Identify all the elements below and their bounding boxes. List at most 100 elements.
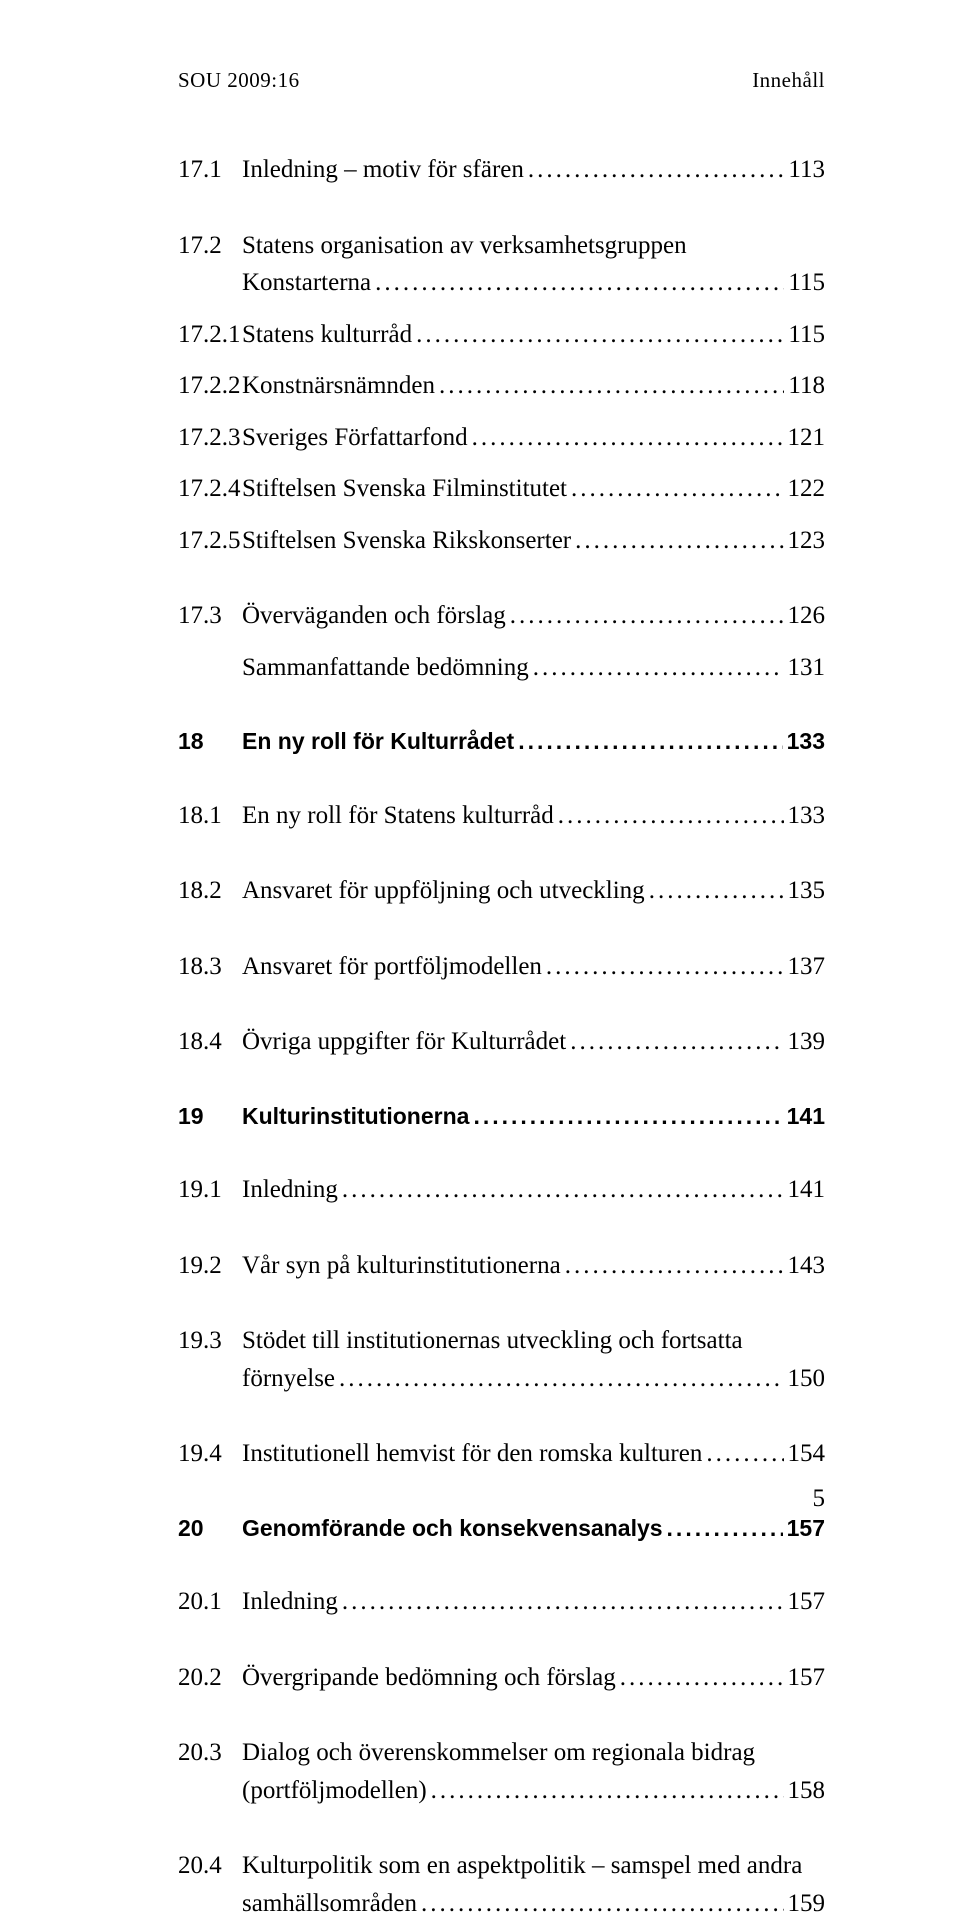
toc-leader: ........................................… [620,1659,784,1697]
toc-entry-label: Ansvaret för portföljmodellen [242,948,542,986]
toc-entry-page: 159 [788,1885,826,1922]
toc-entry-number: 19.3 [178,1322,242,1360]
toc-chapter: 20Genomförande och konsekvensanalys.....… [178,1511,825,1546]
toc-entry: 17.3Överväganden och förslag............… [178,597,825,635]
toc-entry-page: 157 [788,1583,826,1621]
toc-entry: 17.2Statens organisation av verksamhetsg… [178,227,825,302]
toc-entry-label: Institutionell hemvist för den romska ku… [242,1435,702,1473]
toc-entry-label: Statens organisation av verksamhetsgrupp… [242,227,687,265]
toc-entry-number: 19.4 [178,1435,242,1473]
toc-leader: ........................................… [546,948,784,986]
toc-entry-label: Inledning [242,1171,338,1209]
toc-entry-page: 139 [788,1023,826,1061]
toc-entry-number: 20.4 [178,1847,242,1885]
toc-entry: Sammanfattande bedömning................… [178,649,825,687]
toc-entry-number: 20.2 [178,1659,242,1697]
toc-entry: 18.2Ansvaret för uppföljning och utveckl… [178,872,825,910]
toc-entry: 20.1Inledning...........................… [178,1583,825,1621]
toc-entry-page: 133 [788,797,826,835]
header-left: SOU 2009:16 [178,68,300,93]
toc-entry-label: Stiftelsen Svenska Rikskonserter [242,522,571,560]
toc-entry: 17.2.5Stiftelsen Svenska Rikskonserter..… [178,522,825,560]
toc-entry-number: 17.2.3 [178,419,242,457]
toc-leader: ........................................… [528,151,785,189]
toc-entry-number: 17.2 [178,227,242,265]
toc-entry-label: Sammanfattande bedömning [242,649,529,687]
table-of-contents: 17.1Inledning – motiv för sfären........… [178,151,825,1922]
toc-entry: 17.2.2Konstnärsnämnden..................… [178,367,825,405]
toc-leader: ........................................… [565,1247,784,1285]
toc-entry-page: 115 [788,316,825,354]
toc-entry: 20.4Kulturpolitik som en aspektpolitik –… [178,1847,825,1922]
toc-entry: 19.2Vår syn på kulturinstitutionerna....… [178,1247,825,1285]
toc-leader: ........................................… [342,1583,784,1621]
toc-entry-page: 154 [788,1435,826,1473]
toc-entry: 20.2Övergripande bedömning och förslag..… [178,1659,825,1697]
toc-entry-number: 19.2 [178,1247,242,1285]
toc-entry-page: 118 [788,367,825,405]
toc-entry-label: Genomförande och konsekvensanalys [242,1511,663,1546]
toc-leader: ........................................… [649,872,784,910]
toc-leader: ........................................… [439,367,784,405]
toc-entry: 18.1En ny roll för Statens kulturråd....… [178,797,825,835]
toc-leader: ........................................… [706,1435,783,1473]
toc-entry-label: Sveriges Författarfond [242,419,468,457]
toc-entry-page: 141 [787,1099,825,1134]
toc-entry-label: Statens kulturråd [242,316,412,354]
toc-leader: ........................................… [416,316,784,354]
toc-entry-label: (portföljmodellen) [242,1772,427,1810]
toc-entry-number: 19.1 [178,1171,242,1209]
toc-entry-label: Konstarterna [242,264,371,302]
page-number: 5 [813,1485,826,1513]
toc-entry-label: Stiftelsen Svenska Filminstitutet [242,470,567,508]
toc-leader: ........................................… [421,1885,784,1922]
toc-entry: 17.2.1Statens kulturråd.................… [178,316,825,354]
toc-leader: ........................................… [667,1511,783,1546]
toc-entry-number: 20.1 [178,1583,242,1621]
toc-entry-label: Stödet till institutionernas utveckling … [242,1322,743,1360]
toc-entry-label: Kulturpolitik som en aspektpolitik – sam… [242,1847,802,1885]
toc-entry-page: 121 [788,419,826,457]
toc-entry-page: 122 [788,470,826,508]
toc-leader: ........................................… [570,1023,783,1061]
toc-entry-page: 113 [788,151,825,189]
toc-leader: ........................................… [375,264,784,302]
toc-entry-page: 150 [788,1360,826,1398]
toc-entry-page: 123 [788,522,826,560]
toc-entry: 18.4Övriga uppgifter för Kulturrådet....… [178,1023,825,1061]
toc-leader: ........................................… [558,797,784,835]
toc-entry-number: 17.3 [178,597,242,635]
toc-entry-number: 18.1 [178,797,242,835]
toc-entry-page: 137 [788,948,826,986]
toc-entry-label: Kulturinstitutionerna [242,1099,469,1134]
toc-entry-page: 158 [788,1772,826,1810]
toc-entry-label: Vår syn på kulturinstitutionerna [242,1247,561,1285]
toc-entry-label: Konstnärsnämnden [242,367,435,405]
toc-entry-number: 17.1 [178,151,242,189]
toc-entry: 17.1Inledning – motiv för sfären........… [178,151,825,189]
toc-entry: 19.3Stödet till institutionernas utveckl… [178,1322,825,1397]
toc-entry: 17.2.3Sveriges Författarfond............… [178,419,825,457]
toc-leader: ........................................… [518,724,782,759]
running-header: SOU 2009:16 Innehåll [178,68,825,93]
toc-leader: ........................................… [339,1360,783,1398]
toc-entry: 19.1Inledning...........................… [178,1171,825,1209]
toc-entry-page: 131 [788,649,826,687]
toc-entry-number: 17.2.4 [178,470,242,508]
toc-entry-number: 18 [178,724,242,759]
toc-entry-page: 143 [788,1247,826,1285]
toc-entry-label: En ny roll för Statens kulturråd [242,797,554,835]
toc-entry-page: 126 [788,597,826,635]
toc-entry-number: 17.2.5 [178,522,242,560]
toc-leader: ........................................… [571,470,784,508]
toc-leader: ........................................… [533,649,784,687]
toc-entry-number: 20 [178,1511,242,1546]
toc-entry-number: 18.2 [178,872,242,910]
toc-entry-number: 17.2.1 [178,316,242,354]
toc-leader: ........................................… [473,1099,782,1134]
toc-entry-page: 141 [788,1171,826,1209]
header-right: Innehåll [752,68,825,93]
toc-entry-page: 157 [787,1511,825,1546]
toc-leader: ........................................… [472,419,784,457]
toc-entry-number: 18.4 [178,1023,242,1061]
